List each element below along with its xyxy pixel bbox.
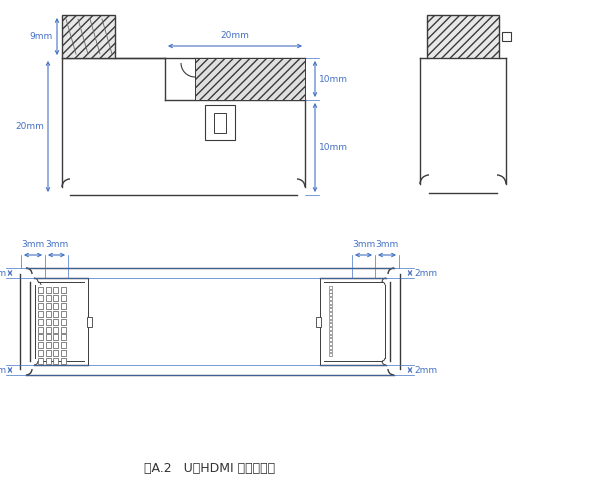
Bar	[329, 308, 332, 311]
Bar	[61, 358, 65, 364]
Bar	[38, 295, 43, 301]
Bar	[38, 311, 43, 317]
Bar	[62, 15, 115, 58]
Bar	[53, 295, 58, 301]
Bar	[61, 295, 65, 301]
Text: 3mm: 3mm	[22, 240, 44, 249]
Text: 3mm: 3mm	[45, 240, 68, 249]
Bar	[38, 303, 43, 309]
Text: 2mm: 2mm	[414, 269, 437, 278]
Bar	[53, 319, 58, 325]
Bar	[46, 350, 50, 356]
Bar	[329, 286, 332, 289]
Bar	[329, 324, 332, 326]
Text: 10mm: 10mm	[319, 143, 348, 152]
Bar	[427, 15, 499, 58]
Text: 9mm: 9mm	[30, 32, 53, 41]
Bar	[53, 342, 58, 348]
Bar	[329, 350, 332, 352]
Bar	[46, 295, 50, 301]
Bar	[61, 311, 65, 317]
Bar	[87, 317, 92, 327]
Bar	[38, 319, 43, 325]
Bar	[329, 342, 332, 345]
Bar	[61, 327, 65, 332]
Text: 2mm: 2mm	[0, 269, 6, 278]
Bar	[329, 334, 332, 337]
Bar	[329, 312, 332, 315]
Bar	[46, 303, 50, 309]
Bar	[329, 353, 332, 356]
Bar	[53, 327, 58, 332]
Bar	[53, 350, 58, 356]
Bar	[329, 305, 332, 307]
Bar	[205, 105, 235, 140]
Bar	[329, 320, 332, 323]
Bar	[61, 334, 65, 340]
Bar	[53, 358, 58, 364]
Bar	[329, 346, 332, 349]
Bar	[38, 287, 43, 293]
Bar	[53, 287, 58, 293]
Bar	[329, 316, 332, 319]
Text: 20mm: 20mm	[221, 31, 250, 40]
Bar	[61, 303, 65, 309]
Bar	[38, 358, 43, 364]
Bar	[61, 350, 65, 356]
Bar	[46, 319, 50, 325]
Bar	[329, 327, 332, 330]
Bar	[46, 311, 50, 317]
Bar	[38, 342, 43, 348]
Bar	[61, 342, 65, 348]
Bar	[329, 331, 332, 333]
Text: 2mm: 2mm	[414, 366, 437, 374]
Bar	[53, 334, 58, 340]
Bar	[53, 303, 58, 309]
Bar	[329, 338, 332, 341]
Bar	[316, 317, 321, 327]
Bar	[46, 327, 50, 332]
Bar	[61, 319, 65, 325]
Bar	[46, 358, 50, 364]
Bar	[53, 311, 58, 317]
Bar	[329, 297, 332, 300]
Text: 10mm: 10mm	[319, 75, 348, 83]
Bar	[46, 287, 50, 293]
Bar	[46, 334, 50, 340]
Bar	[329, 290, 332, 292]
Bar	[214, 113, 226, 133]
Bar	[38, 334, 43, 340]
Bar	[46, 342, 50, 348]
Bar	[329, 293, 332, 296]
Bar	[61, 287, 65, 293]
Text: 图A.2   U形HDMI 转接器尺寸: 图A.2 U形HDMI 转接器尺寸	[145, 462, 275, 475]
Bar	[38, 350, 43, 356]
Bar	[329, 301, 332, 304]
Bar	[195, 58, 305, 100]
Text: 3mm: 3mm	[376, 240, 398, 249]
Bar	[38, 327, 43, 332]
Text: 20mm: 20mm	[15, 122, 44, 131]
Bar	[502, 32, 511, 41]
Text: 3mm: 3mm	[352, 240, 375, 249]
Text: 2mm: 2mm	[0, 366, 6, 374]
